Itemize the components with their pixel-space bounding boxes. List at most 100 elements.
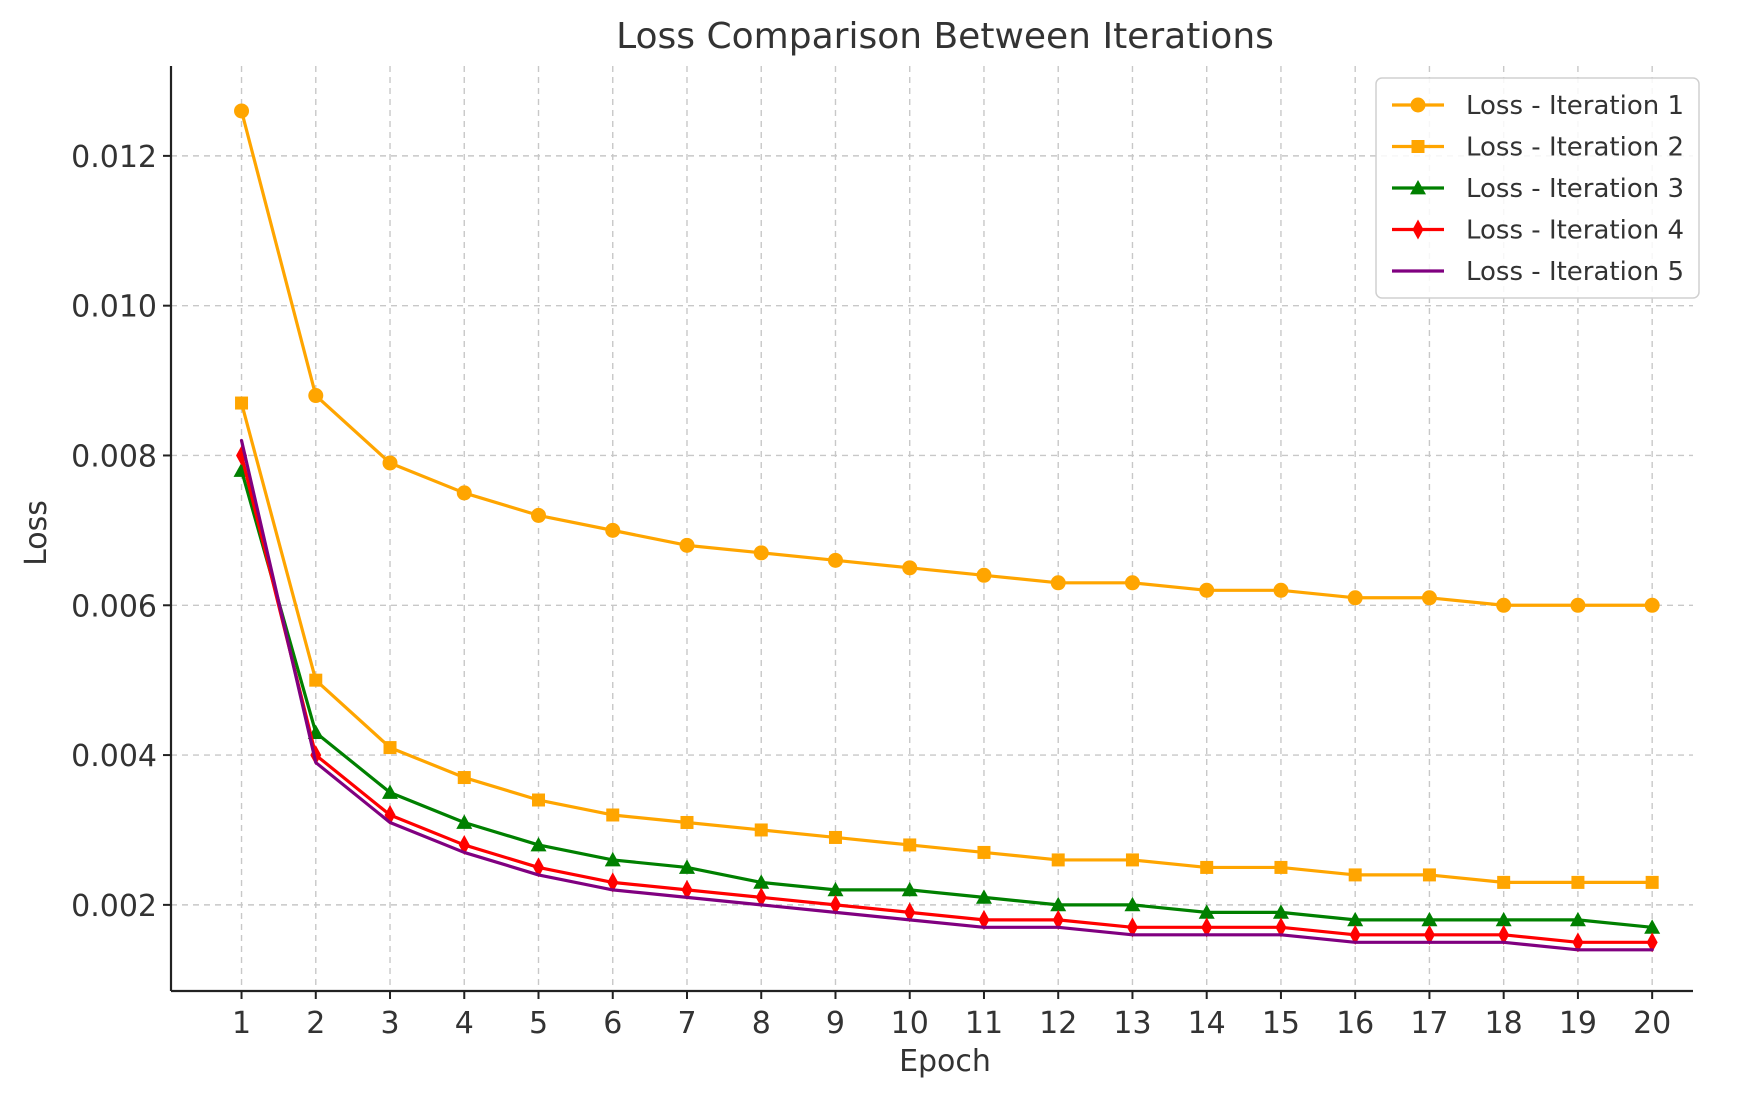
data-point — [1348, 868, 1362, 882]
data-point — [382, 784, 399, 799]
data-point — [753, 545, 769, 561]
data-point — [1347, 590, 1363, 606]
series-line-3 — [239, 468, 1654, 929]
data-point — [456, 485, 472, 501]
data-point — [1422, 868, 1436, 882]
data-point — [902, 560, 918, 576]
data-point — [1051, 853, 1065, 867]
x-tick-label: 19 — [1559, 1006, 1597, 1041]
series-1 — [234, 103, 1660, 613]
data-point — [680, 815, 694, 829]
data-point — [457, 771, 471, 785]
series-line-2 — [239, 401, 1654, 884]
data-point — [1646, 932, 1658, 953]
data-point — [531, 507, 547, 523]
data-point — [1571, 875, 1585, 889]
series-4 — [236, 445, 1658, 953]
x-tick-label: 12 — [1039, 1006, 1077, 1041]
legend-entry-4: Loss - Iteration 4 — [1392, 216, 1684, 246]
data-point — [309, 673, 323, 687]
legend-label: Loss - Iteration 5 — [1466, 257, 1684, 287]
legend-swatch-marker — [1411, 140, 1425, 153]
data-point — [829, 894, 841, 915]
series-5 — [239, 438, 1654, 952]
legend-label: Loss - Iteration 1 — [1466, 91, 1684, 121]
data-point — [1498, 924, 1510, 945]
data-point — [753, 874, 770, 889]
data-point — [530, 836, 547, 852]
data-point — [1125, 853, 1139, 867]
data-point — [1201, 917, 1213, 938]
data-point — [607, 872, 619, 893]
axes: 1 2 3 4 5 6 7 8 9 10 11 12 13 14 15 16 17 18 19 200.0020.00… — [71, 66, 1693, 1041]
data-point — [1572, 932, 1584, 953]
data-point — [827, 881, 844, 897]
legend: Loss - Iteration 1 Loss - Iteration 2 Loss… — [1375, 77, 1700, 299]
legend-entry-2: Loss - Iteration 2 — [1392, 133, 1684, 163]
x-tick-label: 3 — [380, 1006, 399, 1041]
data-point — [1050, 896, 1067, 912]
data-point — [604, 851, 621, 867]
x-tick-label: 11 — [965, 1006, 1003, 1041]
data-point — [1644, 597, 1660, 613]
data-point — [1569, 911, 1586, 927]
legend-swatch-marker — [1410, 180, 1426, 195]
x-tick-label: 16 — [1336, 1006, 1374, 1041]
data-point — [1124, 575, 1140, 591]
data-point — [903, 838, 917, 852]
data-point — [383, 741, 397, 755]
y-axis-label: Loss — [19, 500, 54, 566]
data-point — [1199, 582, 1215, 598]
x-tick-label: 8 — [752, 1006, 771, 1041]
data-point — [532, 793, 546, 807]
data-point — [1423, 924, 1435, 945]
data-point — [976, 567, 992, 583]
x-tick-label: 4 — [455, 1006, 474, 1041]
legend-label: Loss - Iteration 2 — [1466, 133, 1684, 163]
x-axis-label: Epoch — [899, 1044, 991, 1079]
x-tick-label: 1 — [232, 1006, 251, 1041]
x-tick-label: 18 — [1485, 1006, 1523, 1041]
y-tick-label: 0.012 — [71, 140, 157, 175]
x-tick-label: 9 — [826, 1006, 845, 1041]
x-tick-label: 5 — [529, 1006, 548, 1041]
legend-label: Loss - Iteration 4 — [1466, 216, 1684, 246]
data-point — [1272, 904, 1289, 919]
data-point — [1497, 875, 1511, 889]
data-point — [1495, 911, 1512, 927]
data-point — [235, 396, 249, 410]
x-tick-label: 10 — [891, 1006, 929, 1041]
data-point — [1052, 909, 1064, 930]
series-3 — [233, 462, 1661, 934]
data-point — [754, 823, 768, 837]
data-point — [1421, 911, 1438, 927]
x-tick-label: 17 — [1410, 1006, 1448, 1041]
x-tick-label: 7 — [677, 1006, 696, 1041]
data-point — [1645, 875, 1659, 889]
series-line-5 — [239, 438, 1654, 952]
y-tick-label: 0.010 — [71, 290, 157, 325]
data-point — [1644, 919, 1661, 934]
legend-frame — [1375, 77, 1700, 299]
data-point — [977, 845, 991, 859]
x-tick-label: 14 — [1188, 1006, 1226, 1041]
data-point — [681, 879, 693, 900]
x-tick-label: 15 — [1262, 1006, 1300, 1041]
data-point — [1273, 582, 1289, 598]
data-point — [1124, 896, 1141, 912]
series-line-1 — [239, 109, 1654, 607]
data-point — [1570, 597, 1586, 613]
y-tick-label: 0.008 — [71, 439, 157, 474]
data-point — [382, 455, 398, 471]
data-point — [308, 388, 324, 404]
data-point — [1274, 860, 1288, 874]
y-tick-label: 0.006 — [71, 589, 157, 624]
y-tick-label: 0.002 — [71, 889, 157, 924]
data-point — [1349, 924, 1361, 945]
series-2 — [235, 396, 1659, 889]
data-point — [678, 859, 695, 874]
legend-entry-3: Loss - Iteration 3 — [1392, 174, 1684, 204]
data-point — [679, 537, 695, 553]
data-point — [1198, 904, 1215, 919]
